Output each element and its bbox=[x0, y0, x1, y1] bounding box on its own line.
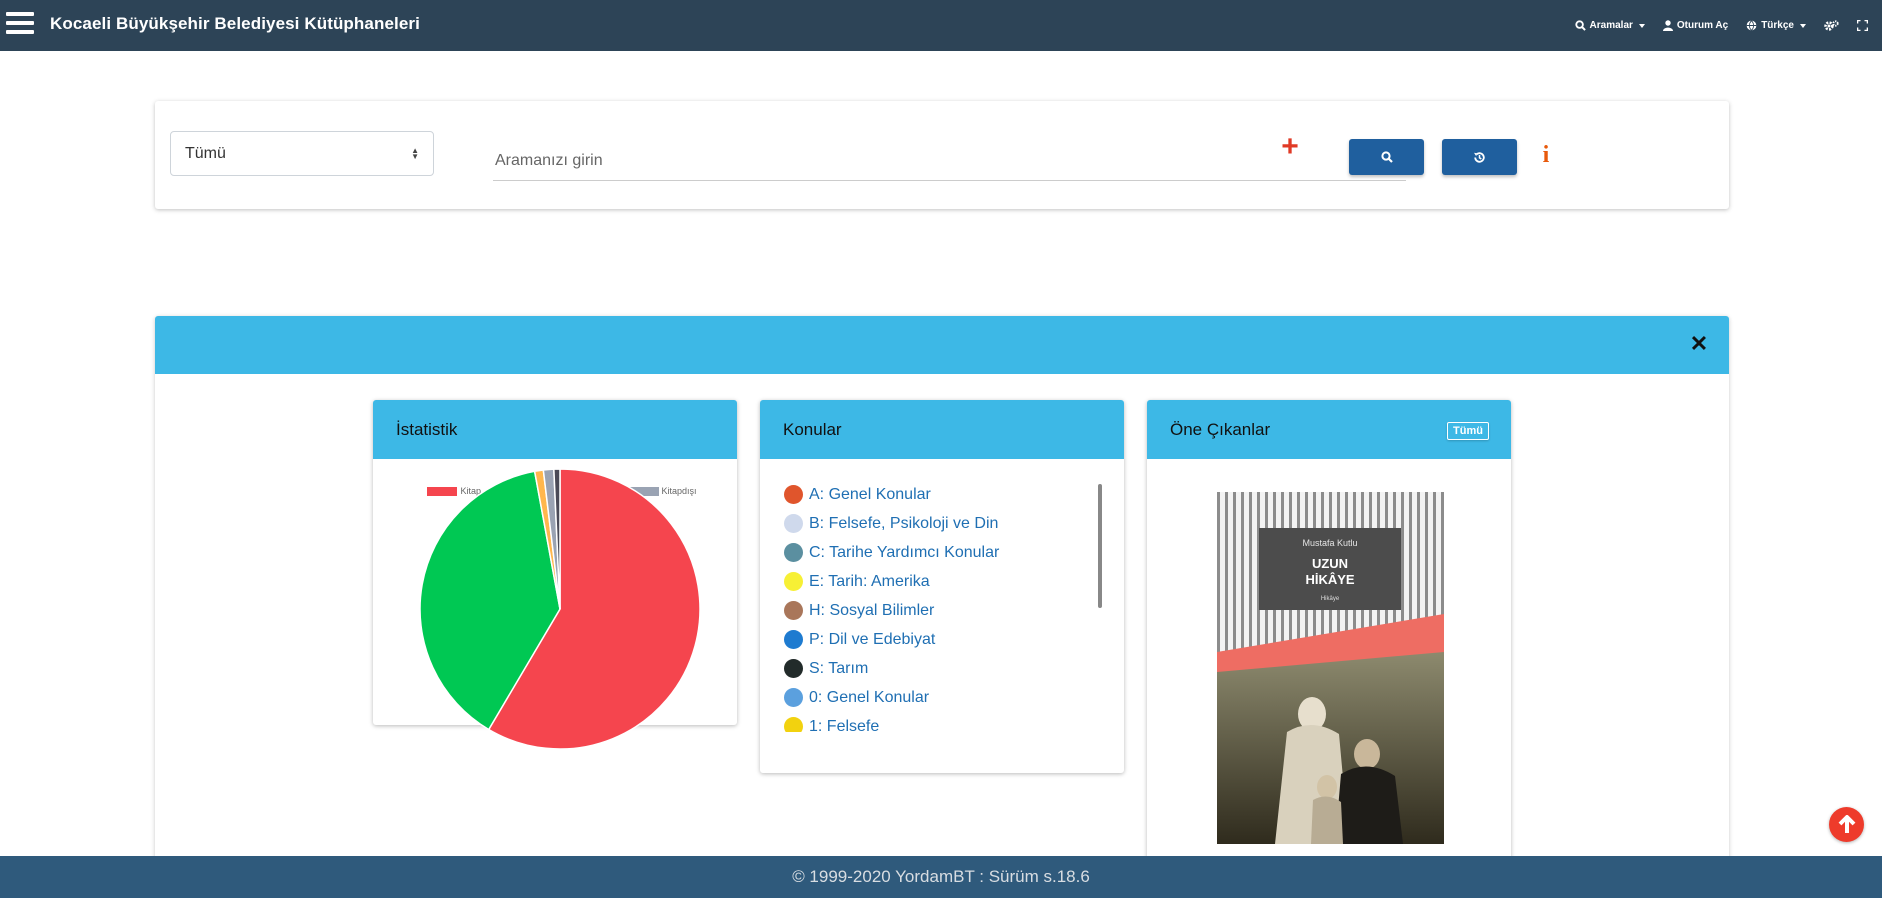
book-author: Mustafa Kutlu bbox=[1302, 538, 1357, 548]
footer-text: © 1999-2020 YordamBT : Sürüm s.18.6 bbox=[792, 867, 1090, 886]
searches-label: Aramalar bbox=[1589, 20, 1633, 31]
topic-item[interactable]: B: Felsefe, Psikoloji ve Din bbox=[784, 509, 1094, 538]
topic-item[interactable]: A: Genel Konular bbox=[784, 480, 1094, 509]
info-button[interactable]: i bbox=[1542, 142, 1550, 168]
topic-item[interactable]: H: Sosyal Bilimler bbox=[784, 596, 1094, 625]
reset-button[interactable] bbox=[1442, 139, 1517, 175]
topics-list: A: Genel Konular B: Felsefe, Psikoloji ve… bbox=[784, 480, 1094, 732]
book-title-line2: HİKÂYE bbox=[1305, 572, 1354, 587]
history-icon bbox=[1474, 151, 1485, 163]
featured-all-button[interactable]: Tümü bbox=[1447, 422, 1489, 440]
topic-item[interactable]: P: Dil ve Edebiyat bbox=[784, 625, 1094, 654]
settings-button[interactable] bbox=[1824, 20, 1839, 31]
topics-card: Konular A: Genel Konular B: Felsefe, Psik… bbox=[760, 400, 1124, 773]
select-arrows-icon: ▲ ▼ bbox=[411, 146, 419, 161]
topics-scrollbar[interactable] bbox=[1098, 484, 1102, 608]
expand-icon bbox=[1857, 20, 1868, 31]
chevron-down-icon bbox=[1800, 23, 1806, 28]
user-icon bbox=[1662, 20, 1673, 31]
statistics-pie-chart bbox=[419, 468, 701, 750]
topic-label: H: Sosyal Bilimler bbox=[809, 601, 935, 619]
cogs-icon bbox=[1824, 20, 1839, 31]
menu-icon[interactable] bbox=[6, 12, 34, 36]
language-menu[interactable]: Türkçe bbox=[1746, 20, 1806, 31]
add-criteria-button[interactable]: + bbox=[1281, 130, 1299, 163]
topic-color-dot bbox=[784, 688, 803, 707]
app-title: Kocaeli Büyükşehir Belediyesi Kütüphanel… bbox=[50, 14, 420, 33]
search-scope-select[interactable]: Tümü ▲ ▼ bbox=[170, 131, 434, 176]
topic-label: 1: Felsefe bbox=[809, 717, 880, 733]
topic-color-dot bbox=[784, 630, 803, 649]
pie-slice-4[interactable] bbox=[553, 468, 561, 610]
featured-title: Öne Çıkanlar bbox=[1170, 420, 1271, 439]
topic-color-dot bbox=[784, 485, 803, 504]
legend-swatch bbox=[628, 486, 659, 496]
legend-item[interactable]: Kitapdışı bbox=[628, 486, 697, 496]
chevron-down-icon bbox=[1638, 23, 1645, 28]
featured-card: Öne Çıkanlar Tümü Mustafa Kutlu bbox=[1147, 400, 1511, 876]
topics-title: Konular bbox=[783, 420, 842, 439]
globe-icon bbox=[1746, 20, 1757, 31]
book-cover-image: Mustafa Kutlu UZUN HİKÂYE Hikâye bbox=[1217, 492, 1444, 844]
topics-card-header: Konular bbox=[760, 400, 1124, 459]
topic-item[interactable]: S: Tarım bbox=[784, 654, 1094, 683]
pie-slice-1[interactable] bbox=[419, 470, 561, 731]
book-subtitle: Hikâye bbox=[1321, 596, 1340, 602]
book-title-line1: UZUN bbox=[1312, 556, 1348, 571]
topic-label: B: Felsefe, Psikoloji ve Din bbox=[809, 514, 999, 532]
topic-color-dot bbox=[784, 514, 803, 533]
search-button[interactable] bbox=[1349, 139, 1424, 175]
top-navbar: Kocaeli Büyükşehir Belediyesi Kütüphanel… bbox=[0, 0, 1882, 51]
language-label: Türkçe bbox=[1761, 20, 1794, 31]
topic-color-dot bbox=[784, 572, 803, 591]
topic-label: A: Genel Konular bbox=[809, 485, 931, 503]
topic-item[interactable]: 0: Genel Konular bbox=[784, 683, 1094, 712]
topic-color-dot bbox=[784, 543, 803, 562]
arrow-up-icon bbox=[1838, 814, 1855, 833]
topic-color-dot bbox=[784, 659, 803, 678]
legend-item[interactable]: Kitap bbox=[427, 486, 481, 496]
topic-label: E: Tarih: Amerika bbox=[809, 572, 930, 590]
panel-header: ✕ bbox=[155, 316, 1729, 374]
topic-item[interactable]: E: Tarih: Amerika bbox=[784, 567, 1094, 596]
legend-label: Kitapdışı bbox=[661, 486, 697, 496]
search-scope-value: Tümü bbox=[185, 144, 226, 162]
close-panel-button[interactable]: ✕ bbox=[1689, 331, 1709, 356]
featured-card-header: Öne Çıkanlar Tümü bbox=[1147, 400, 1511, 459]
topic-item[interactable]: C: Tarihe Yardımcı Konular bbox=[784, 538, 1094, 567]
statistics-title: İstatistik bbox=[396, 420, 458, 439]
login-label: Oturum Aç bbox=[1676, 20, 1729, 31]
topic-color-dot bbox=[784, 601, 803, 620]
topic-label: P: Dil ve Edebiyat bbox=[809, 630, 936, 648]
topic-label: C: Tarihe Yardımcı Konular bbox=[809, 543, 1000, 561]
searches-menu[interactable]: Aramalar bbox=[1574, 20, 1645, 31]
search-input[interactable] bbox=[493, 141, 1406, 181]
legend-swatch bbox=[427, 486, 458, 496]
top-nav-menu: Aramalar Oturum Aç Türkçe bbox=[1574, 0, 1868, 51]
pie-slice-0[interactable] bbox=[487, 468, 701, 750]
login-link[interactable]: Oturum Aç bbox=[1662, 20, 1729, 31]
topic-label: S: Tarım bbox=[809, 659, 869, 677]
statistics-card-header: İstatistik bbox=[373, 400, 737, 459]
dashboard-panel: ✕ İstatistik Kitape-KitapSüreliKitapdışı… bbox=[155, 316, 1729, 876]
search-icon bbox=[1574, 20, 1586, 31]
featured-book-cover[interactable]: Mustafa Kutlu UZUN HİKÂYE Hikâye bbox=[1217, 492, 1444, 844]
footer: © 1999-2020 YordamBT : Sürüm s.18.6 bbox=[0, 856, 1882, 898]
scroll-to-top-button[interactable] bbox=[1829, 807, 1864, 842]
topic-label: 0: Genel Konular bbox=[809, 688, 930, 706]
search-icon bbox=[1380, 151, 1393, 163]
topic-color-dot bbox=[784, 717, 803, 732]
search-card: Tümü ▲▼ + i bbox=[155, 101, 1729, 209]
legend-label: Kitap bbox=[460, 486, 481, 496]
topic-item[interactable]: 1: Felsefe bbox=[784, 712, 1094, 732]
fullscreen-button[interactable] bbox=[1857, 20, 1868, 31]
